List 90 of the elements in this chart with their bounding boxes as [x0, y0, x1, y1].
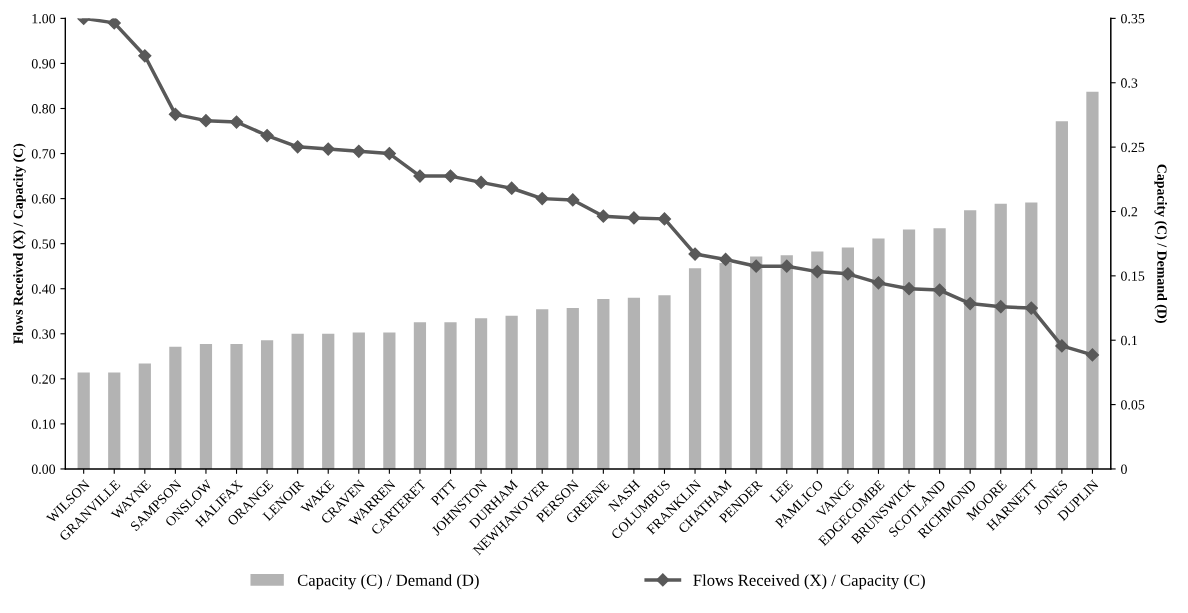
- point: [535, 192, 549, 206]
- y-tick-label: 1.00: [32, 13, 56, 24]
- point: [474, 175, 488, 189]
- y-tick-label: 0.70: [31, 149, 56, 159]
- y2-tick-label: 0.3: [1121, 78, 1138, 88]
- y2-axis-title: Capacity (C) / Demand (D): [1154, 164, 1168, 323]
- point: [382, 146, 396, 161]
- bar: [933, 228, 946, 469]
- bar: [260, 340, 274, 469]
- point: [657, 212, 672, 226]
- bar: [352, 332, 365, 469]
- point: [291, 140, 305, 154]
- bar: [291, 333, 304, 469]
- point: [627, 211, 641, 225]
- bar: [169, 346, 182, 469]
- y2-tick-label: 0.35: [1121, 13, 1145, 24]
- point: [933, 283, 947, 297]
- y-tick-label: 0.40: [31, 284, 56, 294]
- point: [566, 193, 580, 207]
- bar: [413, 322, 427, 469]
- bar: [597, 299, 610, 469]
- bar: [566, 308, 579, 469]
- bar: [77, 372, 90, 469]
- point: [596, 209, 610, 223]
- point: [1055, 339, 1069, 353]
- point: [780, 259, 794, 273]
- point: [352, 144, 366, 158]
- bar: [994, 203, 1007, 469]
- point: [260, 128, 274, 143]
- bar: [1025, 202, 1038, 469]
- point: [963, 297, 977, 311]
- point: [749, 259, 763, 273]
- bar: [444, 322, 457, 469]
- y-tick-label: 0.50: [31, 239, 56, 249]
- bar: [536, 309, 549, 469]
- legend-label: Capacity (C) / Demand (D): [297, 574, 479, 590]
- point: [902, 282, 916, 296]
- point: [443, 169, 458, 183]
- bar: [199, 344, 213, 469]
- point: [199, 114, 213, 128]
- bar: [964, 210, 977, 469]
- bar: [1086, 91, 1099, 469]
- bar: [688, 268, 702, 469]
- bar: [474, 318, 488, 469]
- point: [107, 18, 121, 30]
- bar: [505, 315, 518, 469]
- y-tick-label: 0.80: [31, 104, 56, 114]
- bar: [230, 344, 243, 469]
- legend-label: Flows Received (X) / Capacity (C): [693, 574, 925, 590]
- bar: [383, 332, 396, 469]
- point: [871, 276, 886, 290]
- bar: [872, 238, 885, 469]
- point: [138, 49, 152, 63]
- y-axis-title: Flows Received (X) / Capacity (C): [13, 143, 26, 344]
- y2-tick-label: 0.1: [1121, 335, 1138, 346]
- y2-tick-label: 0.25: [1121, 142, 1145, 153]
- bar: [719, 262, 732, 469]
- y-tick-label: 0.60: [31, 194, 56, 204]
- bar: [780, 255, 793, 469]
- bar: [1055, 121, 1068, 469]
- y2-tick-label: 0: [1121, 464, 1127, 474]
- y-tick-label: 0.10: [31, 419, 56, 429]
- point: [1024, 301, 1038, 315]
- bar: [627, 297, 641, 469]
- bar: [138, 363, 151, 469]
- bar: [108, 372, 121, 469]
- point: [413, 169, 427, 183]
- y2-tick-label: 0.15: [1121, 271, 1145, 281]
- bar: [902, 229, 916, 469]
- bar: [811, 251, 824, 469]
- point: [1085, 348, 1100, 362]
- y-tick-label: 0.00: [31, 464, 56, 474]
- bar: [658, 295, 671, 469]
- y-tick-label: 0.90: [31, 59, 56, 69]
- point: [994, 300, 1008, 314]
- point: [168, 107, 182, 121]
- y2-tick-label: 0.05: [1121, 400, 1145, 410]
- point: [505, 181, 519, 195]
- bar: [841, 247, 855, 469]
- point: [810, 265, 824, 279]
- point: [719, 252, 733, 267]
- point: [229, 115, 244, 129]
- point: [841, 267, 855, 281]
- point: [688, 247, 702, 261]
- bar: [322, 333, 335, 469]
- y2-tick-label: 0.2: [1121, 207, 1138, 217]
- bar: [750, 256, 763, 469]
- y-tick-label: 0.20: [31, 374, 56, 384]
- point: [321, 142, 335, 156]
- y-tick-label: 0.30: [31, 329, 56, 339]
